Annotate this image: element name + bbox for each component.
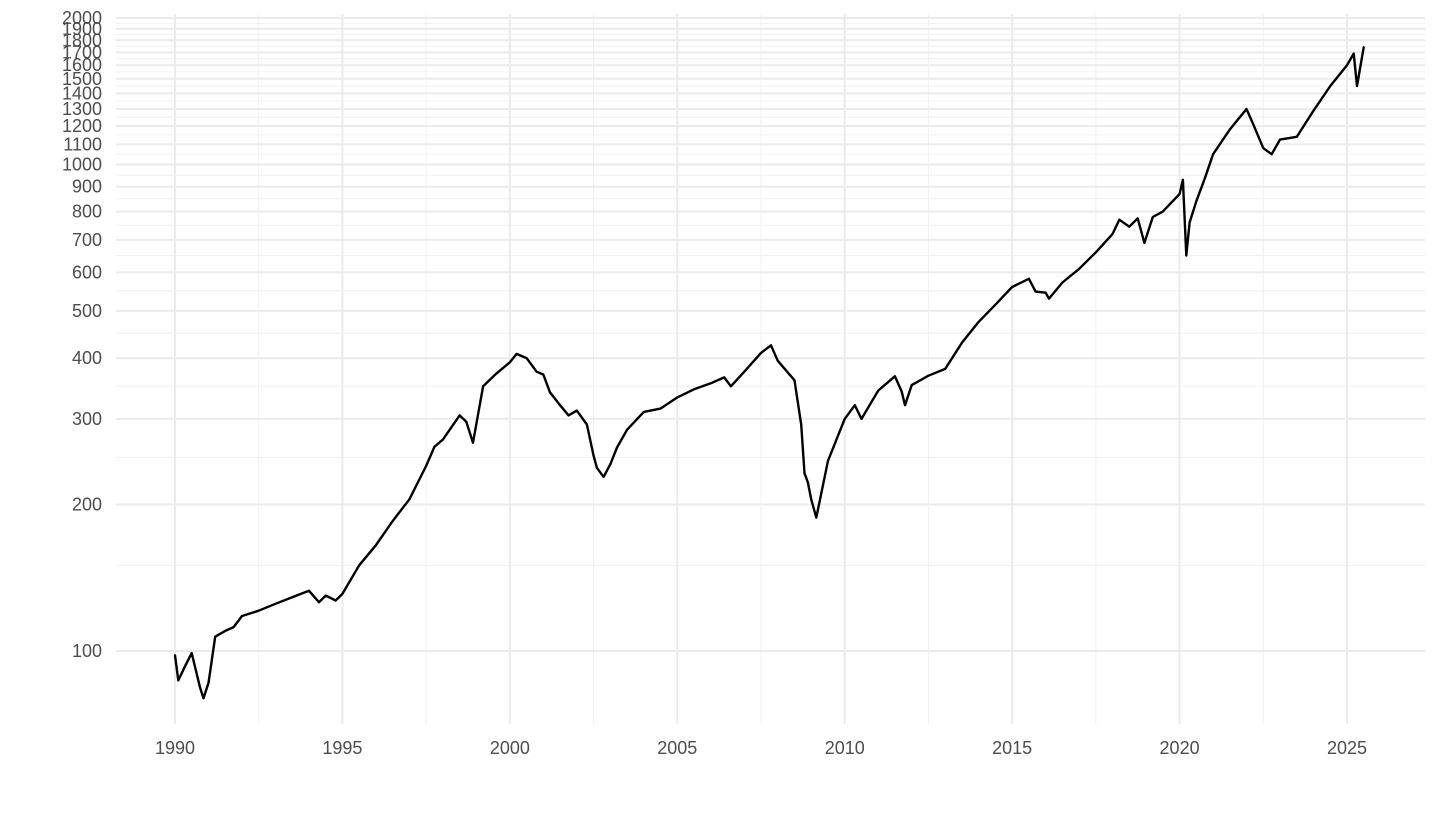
y-tick-label: 2000	[62, 8, 102, 28]
y-tick-label: 1800	[62, 30, 102, 50]
y-tick-label: 800	[72, 202, 102, 222]
x-tick-label: 2005	[657, 738, 697, 758]
y-tick-label: 400	[72, 348, 102, 368]
x-tick-label: 2000	[490, 738, 530, 758]
series-line-0	[173, 46, 1365, 700]
x-axis-labels: 1990 1995 2000 2005 2010 2015 2020 2025	[155, 738, 1367, 758]
y-tick-label: 300	[72, 409, 102, 429]
y-tick-label: 200	[72, 495, 102, 515]
y-tick-label: 1300	[62, 99, 102, 119]
major-gridlines	[116, 14, 1425, 724]
y-tick-label: 700	[72, 230, 102, 250]
y-tick-label: 1900	[62, 19, 102, 39]
y-tick-label: 1700	[62, 42, 102, 62]
series-layer	[173, 46, 1365, 700]
x-tick-label: 2020	[1160, 738, 1200, 758]
x-tick-label: 2015	[992, 738, 1032, 758]
x-tick-label: 2025	[1327, 738, 1367, 758]
x-tick-label: 1995	[322, 738, 362, 758]
y-tick-label: 1200	[62, 116, 102, 136]
y-axis-labels: 1002003004005006007008009001000110012001…	[62, 8, 102, 661]
y-tick-label: 1500	[62, 69, 102, 89]
y-tick-label: 1100	[63, 134, 102, 154]
x-tick-label: 2010	[825, 738, 865, 758]
y-tick-label: 500	[72, 301, 102, 321]
y-tick-label: 1400	[62, 83, 102, 103]
y-tick-label: 1000	[62, 154, 102, 174]
y-tick-label: 600	[72, 262, 102, 282]
minor-gridlines	[116, 14, 1425, 724]
y-tick-label: 1600	[62, 55, 102, 75]
y-tick-label: 900	[72, 177, 102, 197]
y-tick-label: 100	[72, 641, 102, 661]
x-tick-label: 1990	[155, 738, 195, 758]
